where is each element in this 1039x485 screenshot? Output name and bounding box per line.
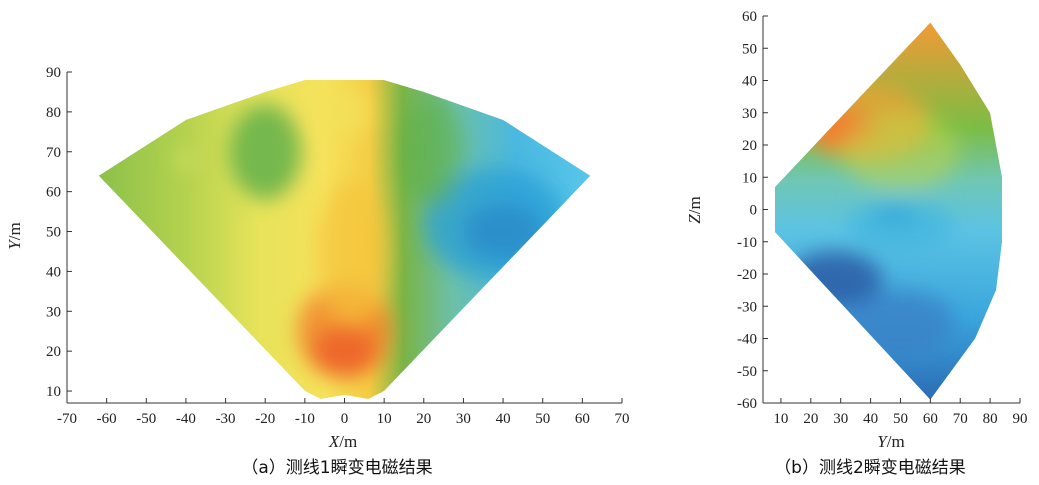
x-tick-label: 20: [416, 411, 431, 427]
x-tick-label: 0: [341, 411, 349, 427]
x-tick-label: 40: [496, 411, 511, 427]
panel-b-contour-blob: [846, 199, 955, 252]
panel-b-axes: 10 20 30 40 50 60 70 80 90 60 50 40 30 20 10 0 -10 -20 -30…: [737, 9, 1028, 427]
panel-a-xlabel: X/m: [328, 432, 357, 451]
panel-b-field: [775, 22, 1003, 400]
x-tick-label: -20: [255, 411, 275, 427]
panel-b-contour-blob: [840, 112, 961, 191]
x-tick-label: 10: [377, 411, 392, 427]
y-tick-label: 50: [46, 225, 61, 241]
x-tick-label: -40: [176, 411, 196, 427]
panel-a-contour-blob: [316, 179, 389, 324]
panel-a-ylabel: Y/m: [5, 222, 24, 249]
y-tick-label: 50: [742, 41, 757, 57]
x-tick-label: 50: [535, 411, 550, 427]
y-tick-label: 40: [742, 74, 757, 90]
panel-a-contour-blob: [229, 103, 301, 200]
x-tick-label: 30: [456, 411, 471, 427]
panel-a-contour-blob: [316, 87, 373, 136]
x-tick-label: -60: [97, 411, 117, 427]
y-tick-label: 40: [46, 264, 61, 280]
x-tick-label: 70: [953, 411, 968, 427]
panel-b: 10 20 30 40 50 60 70 80 90 60 50 40 30 20 10 0 -10 -20 -30…: [685, 9, 1028, 478]
x-tick-label: -70: [57, 411, 77, 427]
y-tick-label: -60: [737, 396, 757, 412]
x-tick-label: 20: [803, 411, 818, 427]
y-tick-label: 20: [742, 138, 757, 154]
x-tick-label: 10: [773, 411, 788, 427]
y-tick-label: -10: [737, 235, 757, 251]
y-tick-label: 20: [46, 344, 61, 360]
y-tick-label: -40: [737, 332, 757, 348]
panel-a-field: [98, 80, 591, 399]
y-tick-label: 90: [46, 65, 61, 81]
x-tick-label: 40: [863, 411, 878, 427]
x-tick-label: -10: [295, 411, 315, 427]
x-tick-label: 30: [833, 411, 848, 427]
x-tick-label: 70: [615, 411, 630, 427]
panel-a-caption: （a）测线1瞬变电磁结果: [241, 458, 432, 478]
x-tick-label: 50: [893, 411, 908, 427]
x-tick-label: 60: [923, 411, 938, 427]
panel-b-ylabel: Z/m: [685, 196, 704, 223]
x-tick-label: 60: [575, 411, 590, 427]
x-tick-label: 90: [1013, 411, 1028, 427]
y-tick-label: 30: [46, 304, 61, 320]
y-tick-label: 70: [46, 145, 61, 161]
y-tick-label: 60: [46, 185, 61, 201]
x-tick-label: 80: [983, 411, 998, 427]
x-tick-label: -50: [136, 411, 156, 427]
panel-a-contour-blob: [178, 151, 194, 168]
x-tick-label: -30: [216, 411, 236, 427]
y-tick-label: 10: [742, 170, 757, 186]
y-tick-label: 0: [750, 203, 758, 219]
y-tick-label: 80: [46, 105, 61, 121]
panel-b-caption: （b）测线2瞬变电磁结果: [774, 458, 966, 478]
y-tick-label: -50: [737, 364, 757, 380]
y-tick-label: -20: [737, 267, 757, 283]
y-tick-label: 10: [46, 384, 61, 400]
y-tick-label: 60: [742, 9, 757, 25]
y-tick-label: 30: [742, 106, 757, 122]
panel-b-contour-blob: [846, 290, 955, 355]
panel-b-xlabel: Y/m: [877, 432, 904, 451]
y-tick-label: -30: [737, 299, 757, 315]
panel-a-axes: -70 -60 -50 -40 -30 -20 -10 0 10 20 30 40 50 60 70 10 20…: [46, 65, 630, 427]
panel-a-contour-blob: [400, 95, 464, 208]
panel-a: -70 -60 -50 -40 -30 -20 -10 0 10 20 30 40 50 60 70 10 20…: [5, 65, 630, 478]
